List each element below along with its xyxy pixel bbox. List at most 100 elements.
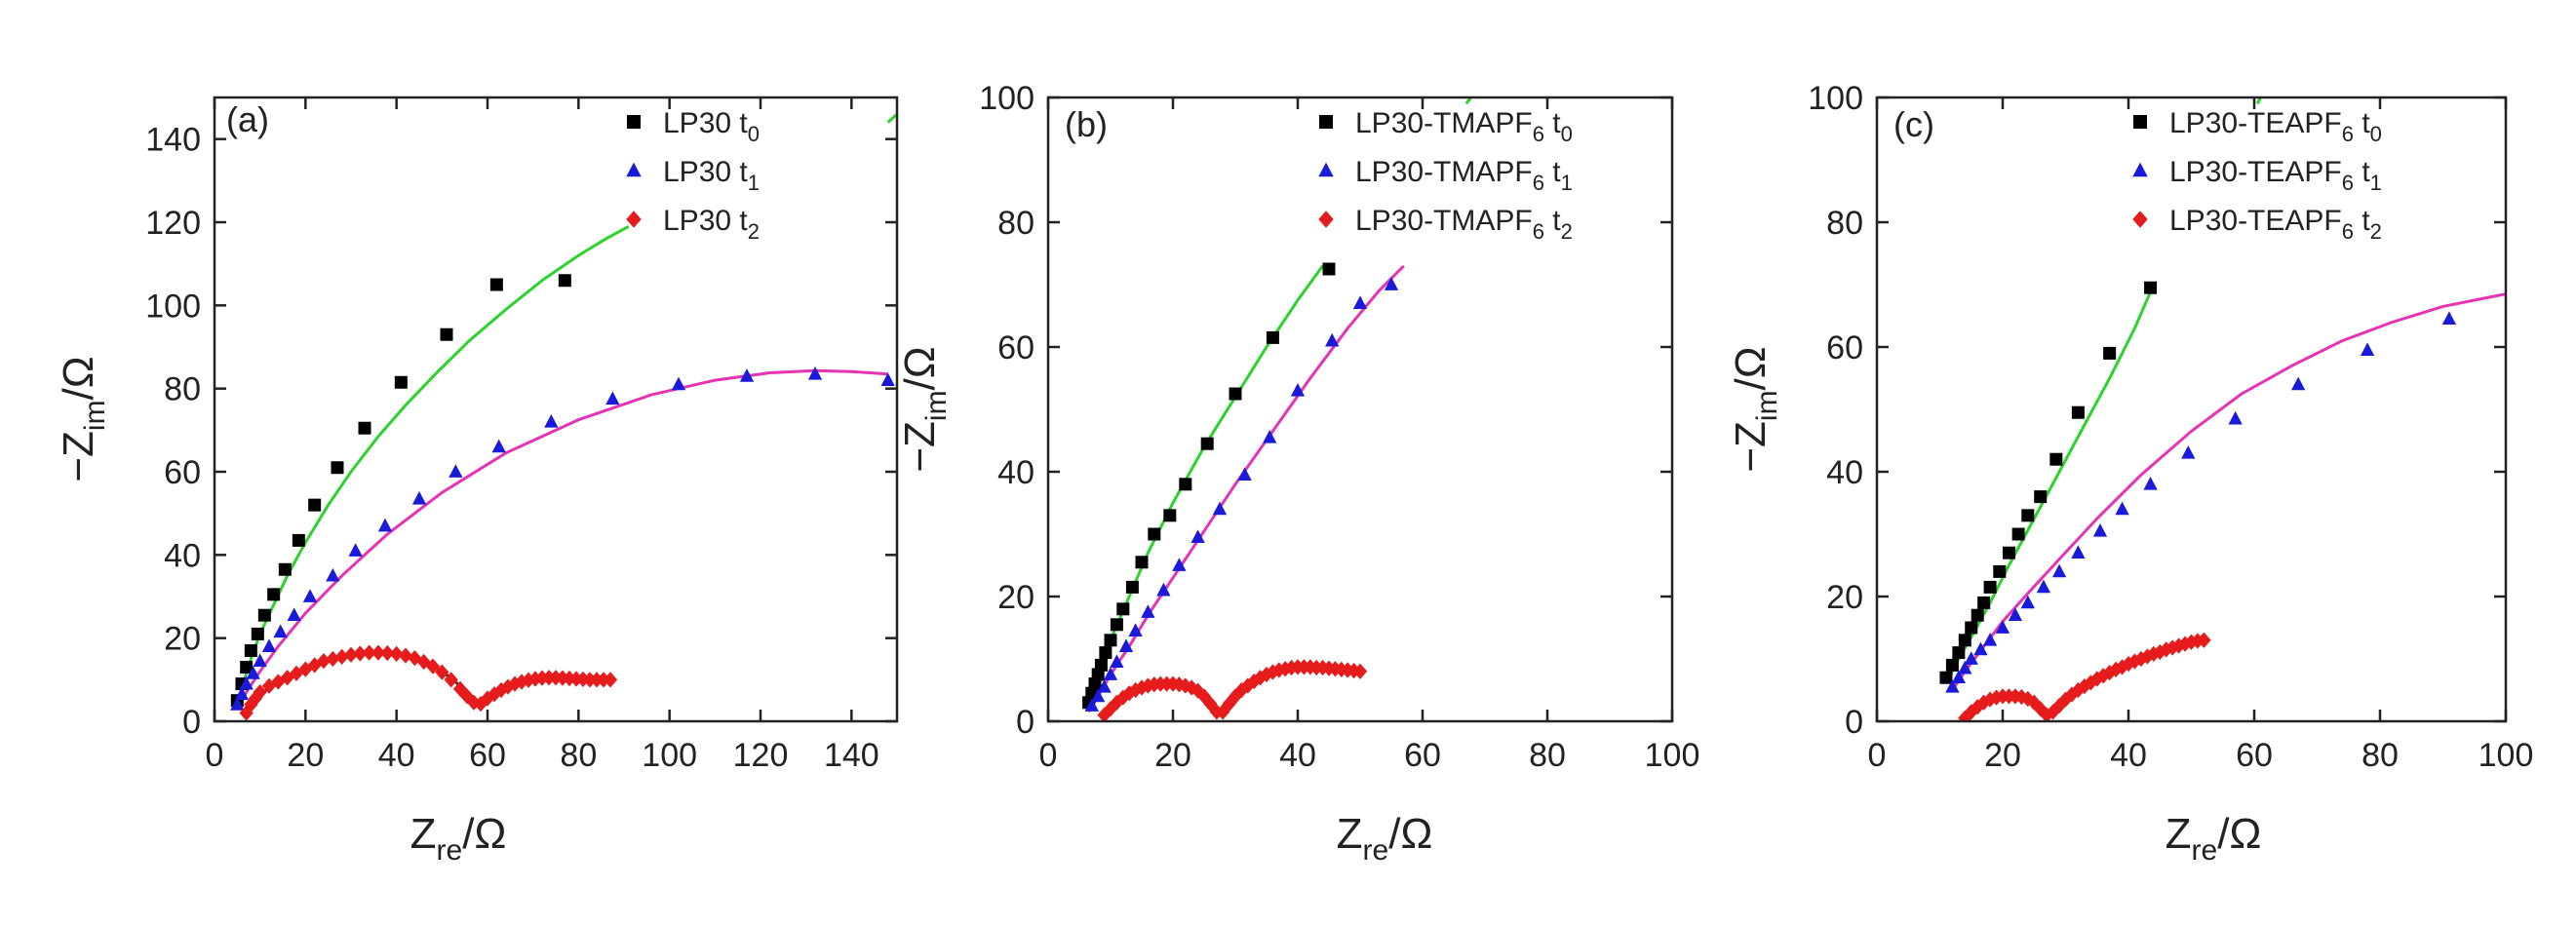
panel-a-series-1-point — [880, 372, 895, 386]
panel-a-legend-label-2: LP30 t2 — [663, 205, 760, 244]
panel-c-x-tick-label: 40 — [2110, 737, 2147, 774]
panel-b-series-1-point — [1190, 529, 1205, 544]
panel-b-series-2-point — [1234, 681, 1249, 699]
panel-b-x-tick-label: 100 — [1645, 737, 1700, 774]
panel-c-legend-label-0: LP30-TEAPF6 t0 — [2169, 107, 2382, 146]
panel-b-label: (b) — [1065, 104, 1108, 144]
panel-a-series-1-point — [261, 638, 277, 653]
panel-c-x-tick-label: 100 — [2478, 737, 2534, 774]
panel-c-series-0-point — [1977, 596, 1991, 609]
panel-a-series-2 — [239, 644, 618, 721]
panel-a-legend-marker-1 — [626, 162, 642, 177]
panel-a-series-2-point — [389, 645, 404, 663]
panel-a-series-1-point — [302, 589, 318, 602]
panel-c-x-tick-label: 0 — [1868, 737, 1887, 774]
panel-c-series-2-point — [1976, 694, 1991, 711]
panel-a-series-1-point — [246, 666, 260, 679]
panel-a-series-2-point — [289, 665, 304, 682]
panel-c-y-tick-label: 0 — [1845, 704, 1863, 741]
panel-a-series-1-point — [377, 518, 393, 532]
panel-b-fit-line-3 — [1464, 97, 1473, 105]
panel-c-series-1-point — [2441, 311, 2457, 326]
panel-c-series-1-point — [2143, 477, 2158, 490]
panel-b-series-1-point — [1110, 654, 1124, 669]
panel-a-series-1-point — [544, 414, 559, 428]
panel-c-series-1-point — [2115, 501, 2129, 516]
panel-b-series-2-point — [1222, 695, 1236, 713]
panel-b-series-2-point — [1203, 695, 1218, 713]
panel-b-series-1 — [1084, 277, 1399, 712]
panel-a-series-0-point — [240, 661, 254, 674]
panel-b-legend-label-2: LP30-TMAPF6 t2 — [1355, 205, 1573, 244]
panel-b-series-1-point — [1103, 667, 1118, 680]
panel-b-x-tick-label: 40 — [1279, 737, 1316, 774]
panel-b-series-2-point — [1216, 704, 1230, 720]
panel-b-x-axis-label: Zre/Ω — [1337, 810, 1433, 867]
panel-c-series-2-point — [2197, 632, 2211, 648]
panel-c-series-1-point — [1951, 670, 1966, 684]
panel-b-series-0 — [1082, 262, 1336, 710]
panel-c-series-1-point — [1964, 651, 1978, 665]
panel-b-series-0-point — [1135, 556, 1149, 569]
panel-b-series-2-point — [1352, 663, 1368, 679]
panel-b-series-2 — [1097, 659, 1368, 721]
panel-b-series-2-point — [1141, 677, 1155, 694]
panel-c-y-tick-label: 100 — [1808, 80, 1863, 117]
panel-a-series-0-point — [308, 498, 322, 512]
panel-a-x-tick-label: 120 — [733, 737, 789, 774]
panel-a-series-1-point — [239, 675, 254, 690]
panel-b-y-tick-label: 40 — [997, 454, 1034, 491]
panel-a-series-0-point — [292, 533, 305, 547]
panel-a-series-2-point — [253, 684, 267, 701]
panel-a-series-0-point — [394, 375, 408, 389]
panel-a-series-1-point — [411, 490, 427, 505]
panel-b-series-1-point — [1156, 582, 1171, 597]
panel-b-series-2-point — [1247, 673, 1262, 690]
panel-c-series-1-point — [1995, 620, 2010, 634]
panel-a-y-tick-label: 120 — [145, 205, 201, 242]
panel-b-series-0-point — [1163, 509, 1177, 522]
panel-b-series-2-point — [1190, 682, 1205, 699]
panel-a-series-2-point — [261, 677, 277, 694]
panel-b-x-tick-label: 20 — [1154, 737, 1191, 774]
panel-b-y-tick-label: 0 — [1016, 704, 1034, 741]
panel-b-series-2-point — [1278, 661, 1293, 677]
panel-b-x-tick-label: 80 — [1529, 737, 1566, 774]
panel-a-series-0-point — [251, 627, 264, 640]
panel-c-series-2-point — [1971, 699, 1985, 715]
panel-a-series-2-point — [398, 647, 413, 664]
panel-b-series-0-point — [1266, 330, 1279, 344]
panel-c-legend-label-1: LP30-TEAPF6 t1 — [2169, 156, 2382, 195]
panel-b-x-tick-label: 0 — [1039, 737, 1058, 774]
panel-b-series-1-point — [1128, 623, 1143, 637]
panel-c-series-0-point — [1952, 646, 1966, 660]
panel-a-x-tick-label: 140 — [824, 737, 879, 774]
panel-c-x-axis-label: Zre/Ω — [2166, 810, 2262, 867]
panel-a-series-2-point — [435, 664, 449, 680]
panel-c-series-0 — [1939, 281, 2158, 684]
panel-a-series-2-point — [480, 690, 495, 707]
panel-c-series-2-point — [2166, 639, 2180, 656]
panel-c-series-0-point — [1965, 621, 1978, 635]
panel-c-y-tick-label: 60 — [1826, 329, 1863, 366]
panel-c-y-axis-label: −Zim/Ω — [1727, 346, 1783, 472]
panel-b-series-0-point — [1125, 580, 1139, 594]
panel-a-series-1-point — [230, 697, 245, 711]
panel-a-y-tick-label: 40 — [164, 537, 201, 574]
panel-b-series-0-point — [1116, 602, 1130, 616]
panel-b-series-2-point — [1110, 694, 1124, 711]
panel-b-series-1-point — [1325, 332, 1340, 347]
panel-b-series-0-point — [1099, 646, 1112, 660]
panel-b-series-1-point — [1091, 688, 1106, 703]
panel-c-series-1-point — [2360, 342, 2375, 357]
panel-a-series-1-point — [807, 366, 823, 380]
panel-a-series-1-point — [234, 686, 250, 701]
panel-b-legend-marker-0 — [1319, 115, 1333, 129]
panel-b-fit-line-0 — [1083, 264, 1324, 710]
panel-b-series-1-point — [1352, 295, 1368, 310]
panel-c-series-0-point — [1971, 608, 1984, 622]
panel-a-x-tick-label: 100 — [642, 737, 697, 774]
panel-c-series-0-point — [2034, 490, 2048, 504]
panel-c-series-1-point — [2228, 410, 2243, 425]
